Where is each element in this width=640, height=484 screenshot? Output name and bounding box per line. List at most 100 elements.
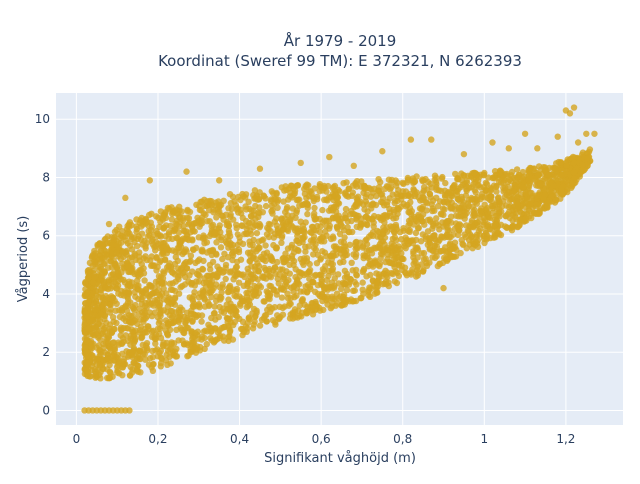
data-point bbox=[144, 323, 151, 330]
data-point bbox=[286, 261, 293, 268]
data-point bbox=[269, 257, 276, 265]
data-point bbox=[294, 182, 302, 189]
data-point bbox=[463, 182, 470, 190]
data-point bbox=[480, 171, 487, 178]
data-point bbox=[186, 272, 193, 279]
data-point bbox=[513, 200, 520, 207]
data-point bbox=[266, 265, 273, 273]
data-point bbox=[253, 284, 260, 291]
data-point bbox=[526, 180, 534, 187]
data-point bbox=[129, 328, 136, 336]
data-point bbox=[451, 181, 458, 189]
data-point bbox=[584, 155, 591, 162]
data-point bbox=[263, 231, 271, 238]
data-point bbox=[136, 355, 143, 363]
data-point bbox=[144, 218, 151, 225]
data-point bbox=[149, 241, 157, 248]
data-point bbox=[379, 281, 387, 288]
data-point bbox=[477, 207, 485, 215]
data-point bbox=[412, 259, 419, 267]
data-point bbox=[84, 359, 91, 367]
data-point bbox=[325, 272, 332, 280]
data-point bbox=[163, 290, 170, 297]
data-point-outlier bbox=[183, 168, 190, 175]
data-point bbox=[552, 165, 559, 173]
data-point bbox=[91, 257, 98, 265]
data-point bbox=[207, 335, 214, 342]
data-point bbox=[189, 318, 196, 325]
data-point bbox=[98, 241, 106, 248]
data-point bbox=[149, 367, 157, 374]
data-point bbox=[359, 279, 366, 286]
data-point bbox=[140, 330, 147, 337]
data-point-zero-period bbox=[126, 407, 133, 414]
data-point bbox=[274, 225, 282, 233]
data-point bbox=[251, 195, 258, 202]
data-point bbox=[194, 257, 202, 265]
data-point bbox=[120, 338, 127, 345]
data-point bbox=[337, 221, 345, 228]
data-point bbox=[470, 181, 477, 188]
data-point bbox=[225, 237, 232, 244]
data-point-outlier bbox=[366, 293, 374, 301]
data-point bbox=[229, 248, 237, 255]
data-point bbox=[82, 280, 89, 287]
data-point bbox=[155, 273, 163, 280]
data-point bbox=[96, 362, 104, 369]
data-point bbox=[527, 200, 535, 207]
data-point-outlier bbox=[244, 319, 251, 327]
data-point bbox=[91, 306, 99, 313]
data-point bbox=[273, 215, 280, 222]
data-point bbox=[139, 341, 146, 349]
data-point bbox=[395, 206, 402, 213]
data-point bbox=[300, 234, 307, 242]
data-point bbox=[203, 340, 210, 348]
data-point bbox=[141, 351, 148, 358]
data-point bbox=[92, 287, 100, 295]
data-point bbox=[314, 251, 322, 258]
data-point bbox=[439, 173, 446, 181]
data-point bbox=[540, 195, 547, 202]
data-point bbox=[304, 210, 311, 218]
data-point bbox=[304, 201, 311, 208]
data-point bbox=[169, 312, 177, 320]
data-point bbox=[184, 315, 191, 322]
data-point bbox=[205, 302, 213, 310]
data-point bbox=[445, 234, 453, 241]
data-point bbox=[532, 201, 540, 208]
data-point bbox=[478, 193, 486, 201]
data-point bbox=[386, 186, 394, 193]
data-point bbox=[344, 273, 351, 281]
x-tick-label: 0 bbox=[73, 432, 81, 446]
data-point bbox=[213, 214, 220, 221]
data-point bbox=[216, 284, 224, 291]
data-point bbox=[451, 245, 458, 252]
data-point bbox=[195, 335, 202, 342]
data-point bbox=[420, 266, 427, 274]
data-point bbox=[430, 222, 437, 229]
data-point bbox=[373, 270, 380, 277]
data-point bbox=[250, 254, 257, 262]
data-point bbox=[227, 268, 235, 275]
data-point bbox=[136, 257, 143, 264]
data-point bbox=[229, 241, 237, 249]
data-point bbox=[236, 238, 243, 245]
data-point bbox=[173, 326, 180, 334]
data-point bbox=[118, 327, 125, 334]
data-point bbox=[469, 245, 476, 252]
data-point bbox=[340, 239, 348, 246]
data-point bbox=[463, 245, 470, 252]
data-point bbox=[406, 220, 414, 227]
data-point bbox=[109, 283, 117, 290]
data-point bbox=[497, 221, 505, 228]
data-point bbox=[286, 300, 293, 307]
data-point bbox=[91, 247, 98, 255]
data-point bbox=[419, 218, 426, 225]
data-point bbox=[246, 238, 253, 245]
data-point bbox=[414, 272, 421, 279]
data-point bbox=[157, 354, 165, 361]
data-point bbox=[121, 288, 129, 295]
data-point bbox=[366, 260, 373, 268]
data-point bbox=[530, 175, 537, 182]
data-point bbox=[210, 206, 217, 213]
